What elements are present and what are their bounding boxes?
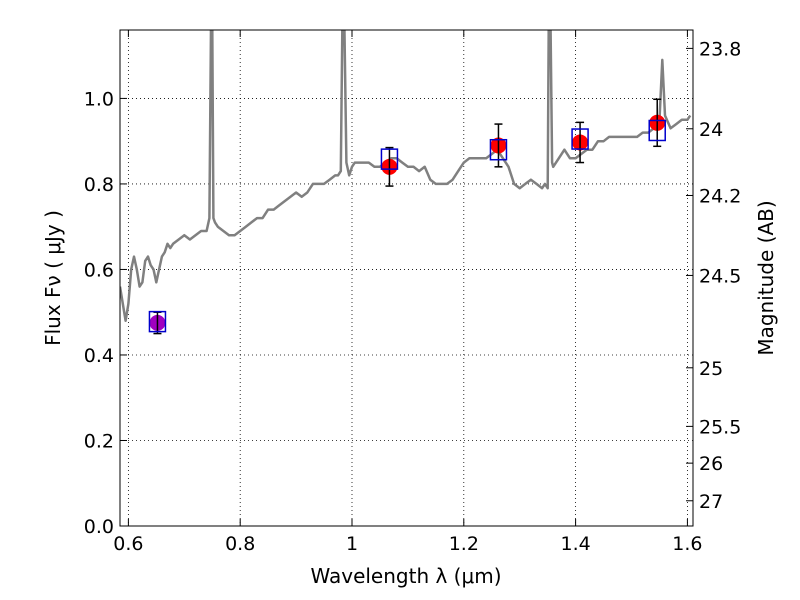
x-tick-label: 1.2: [449, 533, 479, 555]
tick-labels: 0.6 0.8 1 1.2 1.4 1.6 0.0 0.2 0.4 0.6 0.8 1.0 23.8 24…: [84, 38, 742, 555]
spectrum-line: [120, 30, 692, 323]
x-tick-label: 1.4: [560, 533, 590, 555]
axis-ticks: [120, 30, 693, 527]
axes-frame: [119, 29, 694, 527]
model-point: [571, 128, 589, 150]
y2-tick-label: 27: [699, 491, 723, 513]
y2-tick-label: 24.2: [699, 185, 741, 207]
model-point: [148, 310, 167, 333]
x-tick-label: 0.8: [225, 533, 255, 555]
y2-tick-label: 23.8: [699, 38, 741, 60]
y2-tick-label: 25: [699, 358, 723, 380]
y-tick-label: 0.0: [84, 516, 114, 538]
y2-tick-label: 24: [699, 119, 723, 141]
x-tick-label: 0.6: [113, 533, 143, 555]
y2-tick-label: 25.5: [699, 416, 741, 438]
y2-axis-label: Magnitude (AB): [754, 200, 778, 355]
y-tick-label: 0.2: [84, 430, 114, 452]
x-tick-label: 1: [346, 533, 358, 555]
model-point: [489, 138, 508, 161]
y-tick-label: 0.6: [84, 259, 114, 281]
model-point: [648, 119, 666, 142]
plot-area: [120, 30, 692, 335]
y2-tick-label: 26: [699, 453, 723, 475]
y-tick-label: 0.8: [84, 174, 114, 196]
x-tick-label: 1.6: [672, 533, 702, 555]
grid-lines: [120, 30, 693, 527]
model-point: [380, 148, 399, 170]
y2-tick-label: 24.5: [699, 265, 741, 287]
y-tick-label: 0.4: [84, 345, 114, 367]
y-tick-label: 1.0: [84, 88, 114, 110]
x-axis-label: Wavelength λ (μm): [310, 564, 501, 588]
y-axis-label: Flux Fν ( μJy ): [41, 210, 65, 346]
